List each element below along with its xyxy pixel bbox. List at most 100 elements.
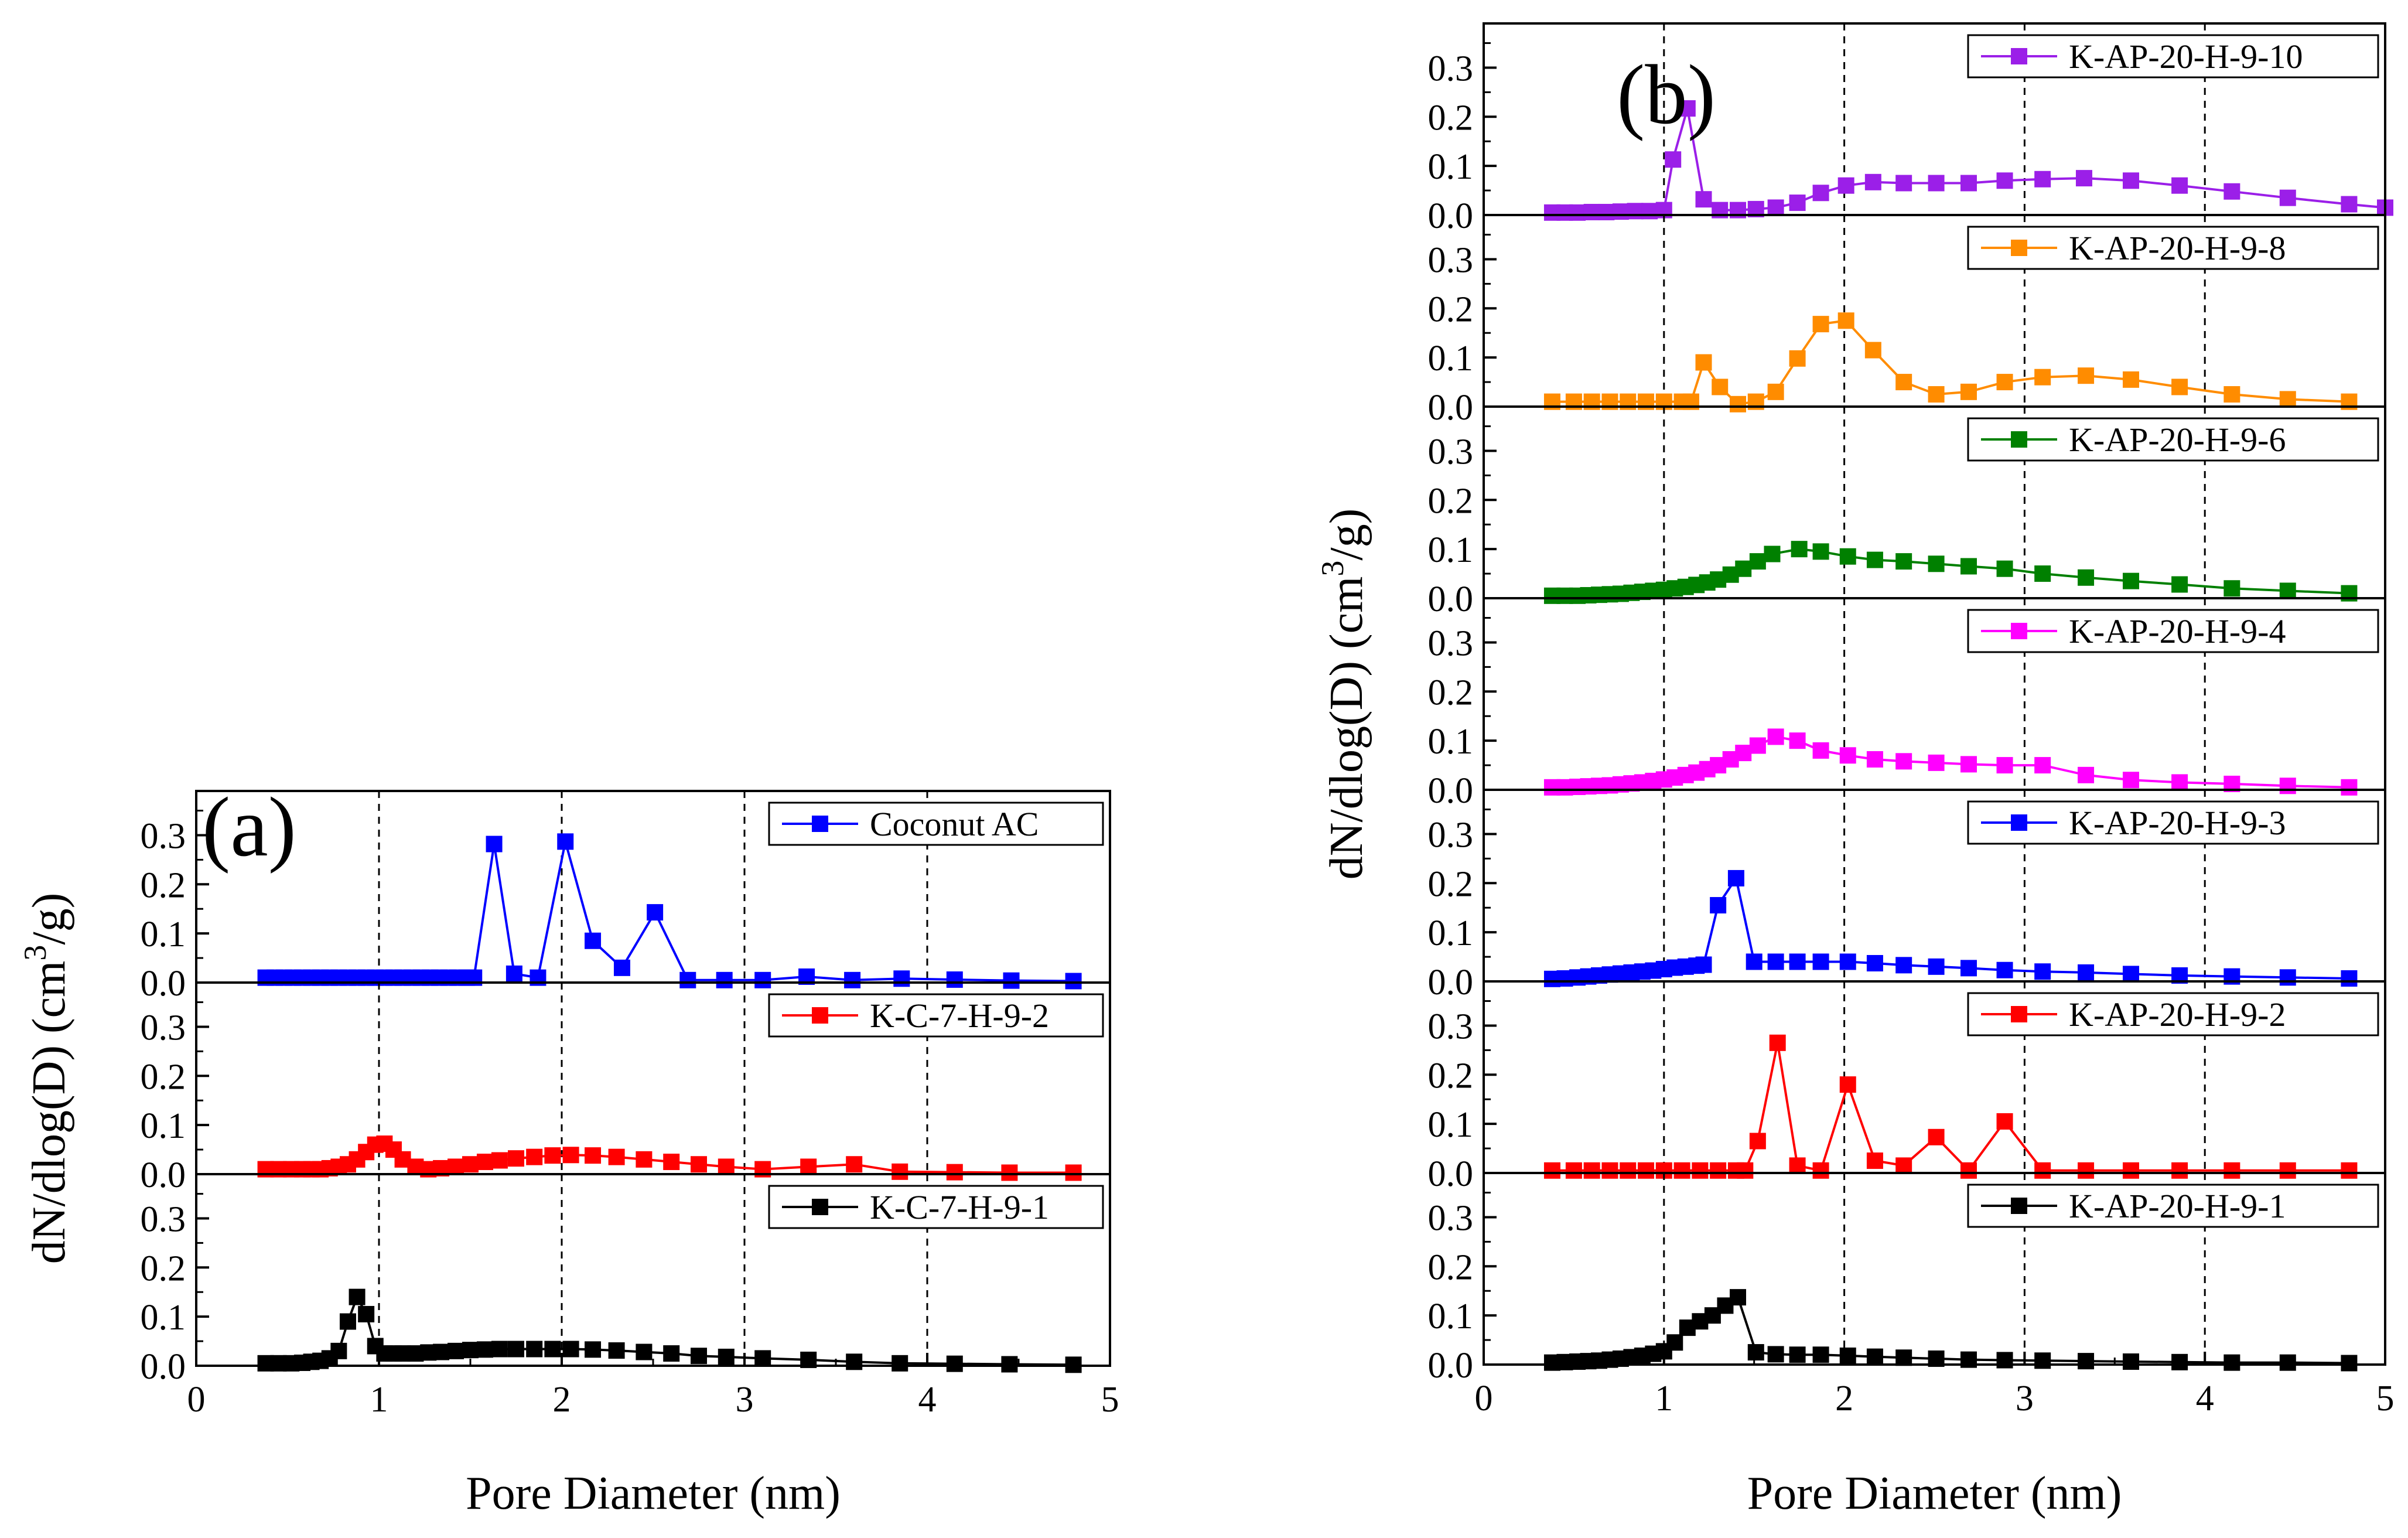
data-point [1866,954,1883,971]
data-point [663,1345,680,1362]
panel-a: 0.0 0.1 0.2 0.3 Coconut AC 0.0 0.1 0.2 0.3 K-C-7-… [18,780,1119,1519]
data-point [2078,1162,2095,1179]
data-point [1746,953,1763,970]
legend-marker [2011,431,2027,448]
data-point [544,1341,561,1358]
data-point [1895,1349,1912,1366]
data-point [544,1147,561,1164]
data-point [754,1350,771,1367]
data-point [2123,572,2140,589]
data-point [1895,175,1912,192]
data-point [1729,395,1746,412]
data-point [1812,316,1829,333]
subplot-k-ap-20-h-9-10: 0.0 0.1 0.2 0.3 K-AP-20-H-9-10 [1428,22,2393,236]
y-tick-label: 0.1 [1428,530,1474,570]
data-point [1767,1346,1784,1363]
data-point [1812,953,1829,970]
panel-label: (a) [202,780,296,874]
data-point [1695,354,1712,371]
data-point [2341,1162,2358,1179]
y-tick-label: 0.2 [141,1249,186,1288]
data-point [1003,972,1020,989]
data-point [1895,957,1912,974]
legend-marker [812,816,828,832]
data-point [893,970,910,987]
data-point [1679,100,1696,117]
data-point [1866,1348,1883,1365]
data-point [1789,1346,1806,1363]
data-point [1895,553,1912,570]
data-point [1065,973,1082,990]
data-point [800,1158,817,1175]
data-point [1598,203,1615,220]
data-point [1895,374,1912,391]
data-point [1565,1162,1582,1179]
data-point [462,1342,479,1359]
data-point [526,1148,543,1165]
legend-label: Coconut AC [870,805,1039,843]
legend-label: K-AP-20-H-9-4 [2069,612,2286,650]
data-point [1065,1164,1082,1181]
data-point [663,1154,680,1171]
subplot-k-ap-20-h-9-4: 0.0 0.1 0.2 0.3 K-AP-20-H-9-4 [1428,597,2386,811]
y-tick-label: 0.1 [1428,1105,1474,1145]
data-point [1641,203,1658,220]
data-point [1812,185,1829,202]
data-point [2171,177,2188,194]
subplot-k-c-7-h-9-2: 0.0 0.1 0.2 0.3 K-C-7-H-9-2 [141,981,1111,1195]
data-point [1001,1164,1018,1181]
data-point [2123,1353,2140,1370]
legend-label: K-AP-20-H-9-10 [2069,37,2303,76]
data-point [1960,383,1977,400]
data-point [754,971,771,988]
y-tick-label: 0.3 [1428,432,1474,472]
data-point [608,1148,625,1165]
data-point [1737,1162,1754,1179]
data-point [2123,172,2140,189]
data-point [1749,737,1766,754]
data-point [2034,757,2051,774]
data-point [2279,1354,2296,1371]
data-point [1864,173,1881,190]
legend-marker [2011,48,2027,64]
x-tick-label: 1 [370,1380,388,1420]
data-point [2034,1162,2051,1179]
y-tick-label: 0.3 [141,1008,186,1048]
x-tick-label: 3 [736,1380,754,1420]
legend-label: K-C-7-H-9-1 [870,1188,1049,1226]
x-tick-label: 5 [1101,1380,1119,1420]
data-point [1789,1157,1806,1174]
data-point [2078,964,2095,981]
data-point [1789,732,1806,749]
data-point [1601,1162,1618,1179]
data-point [2171,378,2188,395]
data-point [691,1348,707,1365]
data-point [844,971,861,988]
data-point [585,1147,602,1164]
data-point [1928,386,1945,403]
x-axis-title: Pore Diameter (nm) [466,1468,841,1519]
legend-marker [2011,623,2027,639]
data-point [1767,953,1784,970]
data-point [1996,961,2013,978]
y-tick-label: 0.3 [1428,240,1474,280]
x-tick-label: 3 [2016,1379,2034,1418]
data-point [508,1341,524,1358]
data-point [613,959,630,976]
y-tick-label: 0.1 [141,1298,186,1338]
data-point [2075,170,2092,187]
y-tick-label: 0.0 [1428,579,1474,619]
y-tick-label: 0.3 [1428,49,1474,88]
y-tick-label: 0.2 [1428,289,1474,329]
data-point [2341,196,2358,213]
data-point [526,1341,543,1358]
data-point [2123,772,2140,789]
data-point [1866,551,1883,568]
legend-marker [812,1199,828,1215]
y-tick-label: 0.2 [141,865,186,905]
legend-marker [2011,1006,2027,1022]
data-point [1583,203,1600,220]
y-tick-label: 0.1 [141,1106,186,1146]
data-point [846,1156,863,1173]
